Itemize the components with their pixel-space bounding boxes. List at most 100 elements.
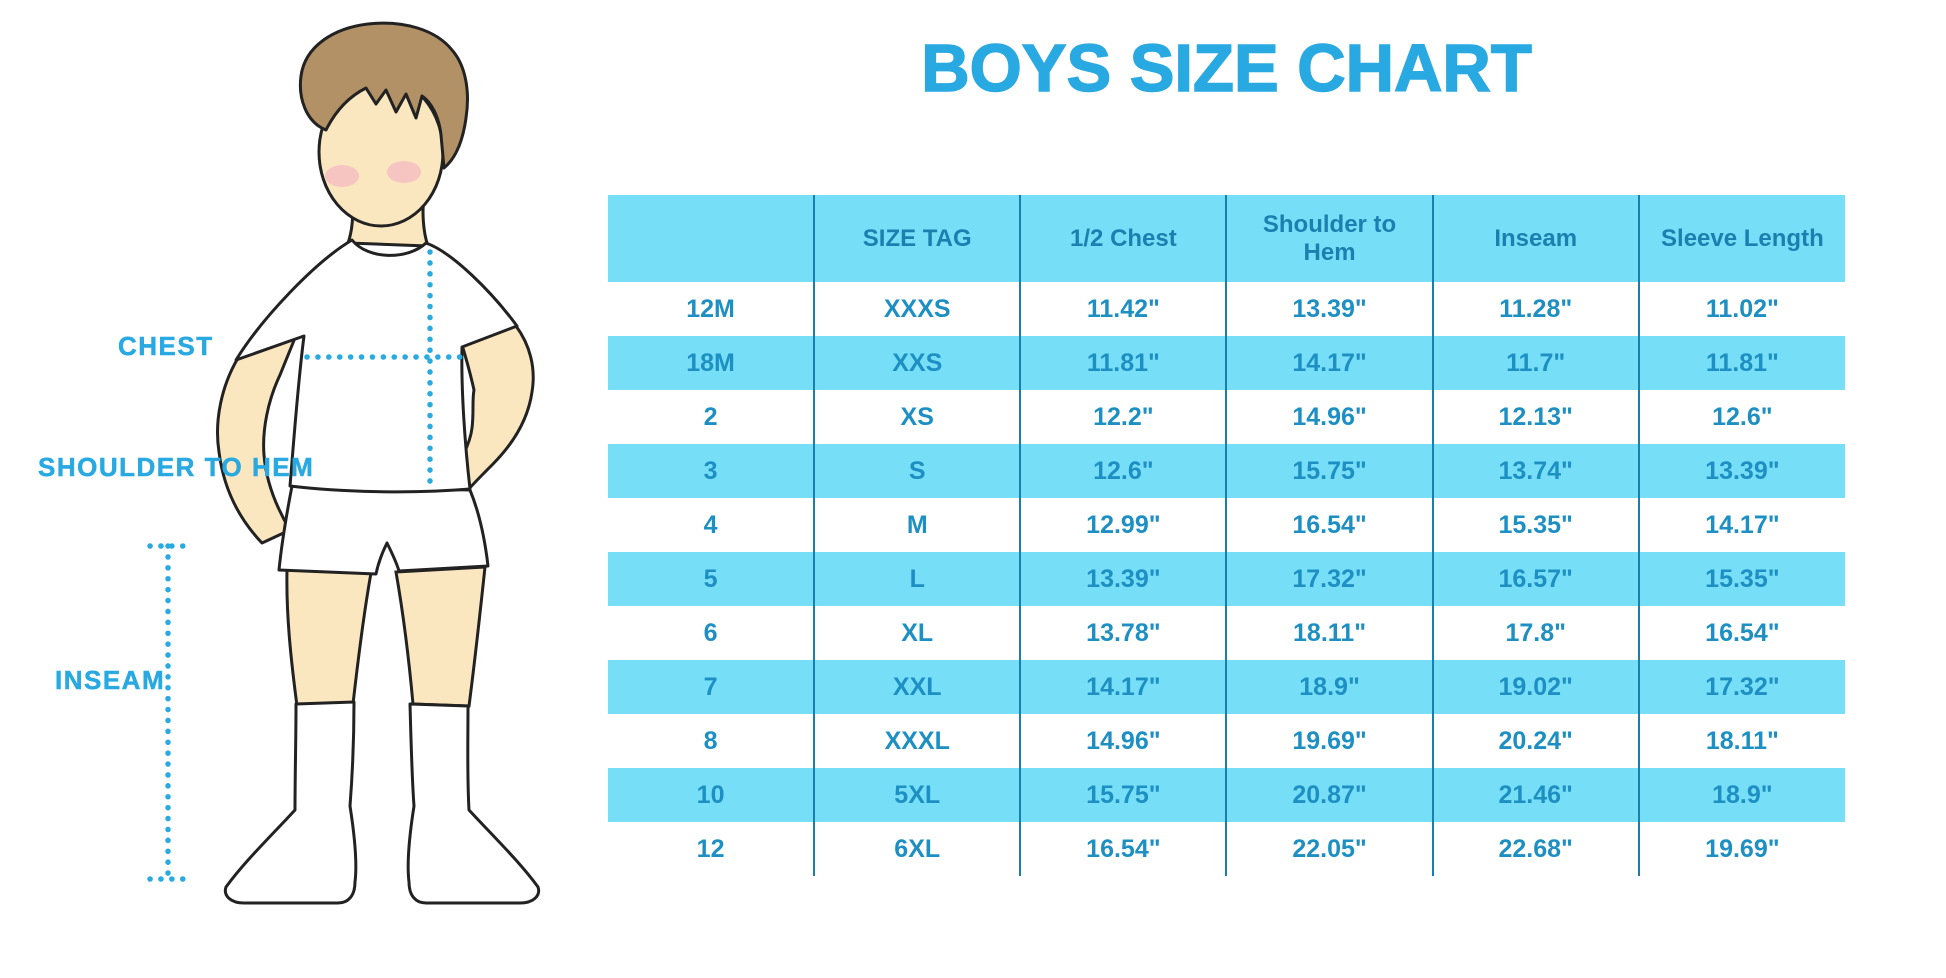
table-cell: 17.32" xyxy=(1225,552,1433,606)
table-cell: L xyxy=(813,552,1021,606)
table-cell: XL xyxy=(813,606,1021,660)
table-cell: 22.05" xyxy=(1225,822,1433,876)
boy-blush-left xyxy=(325,165,359,187)
table-cell: 4 xyxy=(608,498,815,552)
table-cell: 12.13" xyxy=(1431,390,1639,444)
table-cell: 16.54" xyxy=(1225,498,1433,552)
table-cell: 16.54" xyxy=(1019,822,1227,876)
column-header: Inseam xyxy=(1431,195,1639,282)
table-cell: 21.46" xyxy=(1431,768,1639,822)
table-cell: S xyxy=(813,444,1021,498)
table-cell: XXL xyxy=(813,660,1021,714)
table-row: 12M XXXS 11.42" 13.39" 11.28" 11.02" xyxy=(608,282,1845,336)
table-cell: 19.02" xyxy=(1431,660,1639,714)
table-cell: 2 xyxy=(608,390,815,444)
table-row: 2 XS 12.2" 14.96" 12.13" 12.6" xyxy=(608,390,1845,444)
table-cell: 7 xyxy=(608,660,815,714)
table-cell: XXS xyxy=(813,336,1021,390)
table-cell: M xyxy=(813,498,1021,552)
table-cell: 14.17" xyxy=(1637,498,1845,552)
table-cell: 12.2" xyxy=(1019,390,1227,444)
table-cell: 10 xyxy=(608,768,815,822)
table-cell: 14.96" xyxy=(1225,390,1433,444)
table-cell: 17.8" xyxy=(1431,606,1639,660)
table-row: 3 S 12.6" 15.75" 13.74" 13.39" xyxy=(608,444,1845,498)
table-row: 5 L 13.39" 17.32" 16.57" 15.35" xyxy=(608,552,1845,606)
table-cell: 12M xyxy=(608,282,815,336)
boy-tshirt xyxy=(234,238,519,494)
table-cell: 12.99" xyxy=(1019,498,1227,552)
inseam-label: INSEAM xyxy=(55,665,166,696)
shoulder-to-hem-label: SHOULDER TO HEM xyxy=(38,452,315,483)
table-cell: XXXL xyxy=(813,714,1021,768)
size-table: SIZE TAG 1/2 Chest Shoulder to Hem Insea… xyxy=(608,195,1845,876)
table-cell: XXXS xyxy=(813,282,1021,336)
table-cell: 15.35" xyxy=(1431,498,1639,552)
table-cell: 18.9" xyxy=(1637,768,1845,822)
table-cell: 19.69" xyxy=(1225,714,1433,768)
table-cell: 13.39" xyxy=(1019,552,1227,606)
size-table-container: SIZE TAG 1/2 Chest Shoulder to Hem Insea… xyxy=(608,195,1845,876)
table-row: 18M XXS 11.81" 14.17" 11.7" 11.81" xyxy=(608,336,1845,390)
chest-label: CHEST xyxy=(118,331,214,362)
table-cell: 11.02" xyxy=(1637,282,1845,336)
table-cell: 15.75" xyxy=(1225,444,1433,498)
table-cell: 11.28" xyxy=(1431,282,1639,336)
table-cell: 20.24" xyxy=(1431,714,1639,768)
table-cell: 14.17" xyxy=(1225,336,1433,390)
table-row: 7 XXL 14.17" 18.9" 19.02" 17.32" xyxy=(608,660,1845,714)
boy-shorts xyxy=(277,484,490,576)
table-cell: 13.39" xyxy=(1637,444,1845,498)
table-cell: 15.75" xyxy=(1019,768,1227,822)
table-cell: 16.54" xyxy=(1637,606,1845,660)
table-row: 12 6XL 16.54" 22.05" 22.68" 19.69" xyxy=(608,822,1845,876)
table-row: 6 XL 13.78" 18.11" 17.8" 16.54" xyxy=(608,606,1845,660)
table-cell: 15.35" xyxy=(1637,552,1845,606)
table-cell: 20.87" xyxy=(1225,768,1433,822)
table-cell: 12.6" xyxy=(1637,390,1845,444)
column-header xyxy=(608,195,815,282)
table-cell: 11.42" xyxy=(1019,282,1227,336)
table-cell: 18M xyxy=(608,336,815,390)
boy-figure-svg xyxy=(147,21,541,905)
table-cell: 11.81" xyxy=(1019,336,1227,390)
table-cell: 19.69" xyxy=(1637,822,1845,876)
table-cell: 18.11" xyxy=(1225,606,1433,660)
boy-hair xyxy=(298,21,469,170)
table-cell: 18.11" xyxy=(1637,714,1845,768)
table-cell: 14.17" xyxy=(1019,660,1227,714)
table-cell: 12 xyxy=(608,822,815,876)
table-cell: 13.74" xyxy=(1431,444,1639,498)
table-cell: 11.81" xyxy=(1637,336,1845,390)
boy-right-leg xyxy=(394,565,487,708)
boy-left-arm xyxy=(216,318,304,545)
boy-illustration xyxy=(0,0,560,973)
table-cell: 12.6" xyxy=(1019,444,1227,498)
boy-blush-right xyxy=(387,161,421,183)
table-cell: 6XL xyxy=(813,822,1021,876)
table-cell: 13.78" xyxy=(1019,606,1227,660)
table-row: 4 M 12.99" 16.54" 15.35" 14.17" xyxy=(608,498,1845,552)
table-row: 10 5XL 15.75" 20.87" 21.46" 18.9" xyxy=(608,768,1845,822)
table-cell: 8 xyxy=(608,714,815,768)
table-cell: 16.57" xyxy=(1431,552,1639,606)
table-cell: 6 xyxy=(608,606,815,660)
table-cell: 13.39" xyxy=(1225,282,1433,336)
table-cell: 14.96" xyxy=(1019,714,1227,768)
table-cell: XS xyxy=(813,390,1021,444)
table-cell: 5 xyxy=(608,552,815,606)
boy-left-sock xyxy=(223,700,358,905)
table-cell: 3 xyxy=(608,444,815,498)
table-cell: 18.9" xyxy=(1225,660,1433,714)
page-title: BOYS SIZE CHART xyxy=(921,30,1533,107)
table-cell: 11.7" xyxy=(1431,336,1639,390)
table-cell: 22.68" xyxy=(1431,822,1639,876)
table-cell: 17.32" xyxy=(1637,660,1845,714)
column-header: 1/2 Chest xyxy=(1019,195,1227,282)
boy-right-sock xyxy=(406,702,541,905)
table-row: 8 XXXL 14.96" 19.69" 20.24" 18.11" xyxy=(608,714,1845,768)
table-cell: 5XL xyxy=(813,768,1021,822)
table-header-row: SIZE TAG 1/2 Chest Shoulder to Hem Insea… xyxy=(608,195,1845,282)
column-header: Sleeve Length xyxy=(1637,195,1845,282)
